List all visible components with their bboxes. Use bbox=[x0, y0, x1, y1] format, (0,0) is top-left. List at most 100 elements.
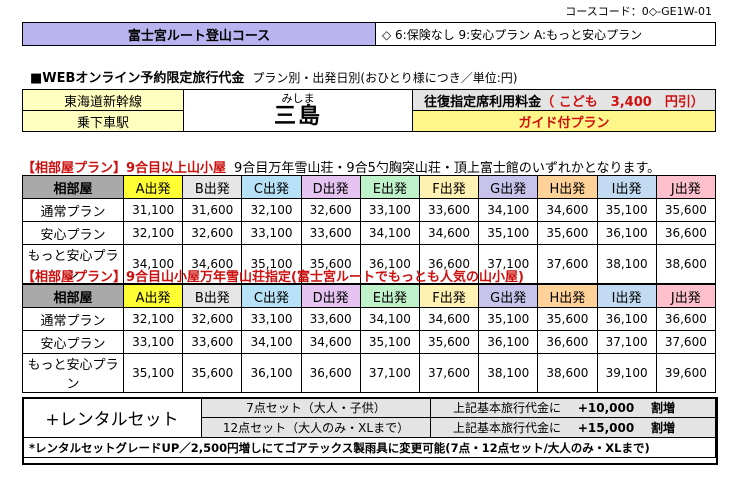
price-cell-a: 35,100 bbox=[122, 353, 184, 393]
price-cell-d: 32,600 bbox=[300, 198, 361, 222]
rental-unit: 割増 bbox=[647, 417, 716, 438]
price-cell-g: 36,100 bbox=[478, 330, 539, 354]
price-cell-d: 33,600 bbox=[300, 307, 361, 331]
section2-price-table: 相部屋 A出発 B出発 C出発 D出発 E出発 F出発 G出発 H出発 I出発 J出発 通常プラン… bbox=[22, 284, 717, 393]
departure-f-header: F出発 bbox=[418, 175, 480, 199]
price-headline: ■WEBオンライン予約限定旅行代金 プラン別・出発日別(おひとり様につき／単位:円… bbox=[30, 67, 517, 86]
rental-amount: +15,000 bbox=[565, 417, 647, 438]
price-cell-a: 31,100 bbox=[122, 198, 184, 222]
rental-base: 上記基本旅行代金に bbox=[430, 397, 565, 418]
line-label: 東海道新幹線 bbox=[22, 89, 184, 111]
section1-price-table: 相部屋 A出発 B出発 C出発 D出発 E出発 F出発 G出発 H出発 I出発 J出発 通常プラン… bbox=[22, 175, 717, 284]
plan-row: もっと安心プラン 34,100 34,600 35,100 35,600 36,100 36… bbox=[22, 244, 717, 284]
headline-sub: プラン別・出発日別(おひとり様につき／単位:円) bbox=[252, 71, 518, 85]
price-cell-e: 36,100 bbox=[359, 244, 420, 284]
price-cell-b: 31,600 bbox=[182, 198, 243, 222]
price-cell-i: 35,100 bbox=[596, 198, 657, 222]
rental-unit: 割増 bbox=[647, 397, 716, 418]
plan-row: もっと安心プラン 35,100 35,600 36,100 36,600 37,100 37… bbox=[22, 353, 717, 393]
room-type-header: 相部屋 bbox=[22, 284, 124, 308]
departure-j-header: J出発 bbox=[655, 175, 717, 199]
departure-g-header: G出発 bbox=[478, 175, 539, 199]
price-cell-j: 39,600 bbox=[655, 353, 717, 393]
price-cell-c: 33,100 bbox=[241, 221, 302, 245]
price-cell-h: 37,600 bbox=[537, 244, 598, 284]
price-cell-e: 33,100 bbox=[359, 198, 420, 222]
departure-j-header: J出発 bbox=[655, 284, 717, 308]
price-cell-c: 32,100 bbox=[241, 198, 302, 222]
price-cell-e: 35,100 bbox=[359, 330, 420, 354]
price-cell-d: 34,600 bbox=[300, 330, 361, 354]
plan-label: もっと安心プラン bbox=[22, 353, 124, 393]
price-cell-d: 36,600 bbox=[300, 353, 361, 393]
guide-label: ガイド付プラン bbox=[412, 110, 716, 132]
plan-row: 安心プラン 32,100 32,600 33,100 33,600 34,100 34,60… bbox=[22, 221, 717, 245]
price-cell-j: 36,600 bbox=[655, 307, 717, 331]
course-title: 富士宮ルート登山コース bbox=[22, 22, 376, 46]
price-cell-b: 32,600 bbox=[182, 221, 243, 245]
section1-heading: 【相部屋プラン】9合目以上山小屋 bbox=[22, 161, 227, 176]
fare-cell: 往復指定席利用料金（ こども 3,400 円引） bbox=[412, 89, 716, 111]
fare-label: 往復指定席利用料金 bbox=[424, 94, 542, 110]
rental-amount: +10,000 bbox=[565, 397, 647, 418]
price-cell-a: 32,100 bbox=[122, 221, 184, 245]
price-cell-h: 38,600 bbox=[537, 353, 598, 393]
board-label: 乗下車駅 bbox=[22, 110, 184, 132]
price-cell-h: 35,600 bbox=[537, 221, 598, 245]
plan-label: 通常プラン bbox=[22, 198, 124, 222]
price-cell-g: 38,100 bbox=[478, 353, 539, 393]
departure-d-header: D出発 bbox=[300, 175, 361, 199]
rental-label: +レンタルセット bbox=[22, 397, 202, 438]
departure-h-header: H出発 bbox=[537, 284, 598, 308]
price-cell-i: 38,100 bbox=[596, 244, 657, 284]
price-cell-i: 36,100 bbox=[596, 221, 657, 245]
rental-set: 7点セット（大人・子供） bbox=[201, 397, 431, 418]
departure-c-header: C出発 bbox=[241, 284, 302, 308]
price-cell-a: 33,100 bbox=[122, 330, 184, 354]
departure-h-header: H出発 bbox=[537, 175, 598, 199]
departure-a-header: A出発 bbox=[122, 284, 184, 308]
departure-f-header: F出発 bbox=[418, 284, 480, 308]
section1-title: 【相部屋プラン】9合目以上山小屋 9合目万年雪山荘・9合5勺胸突山荘・頂上富士館の… bbox=[22, 157, 660, 176]
price-cell-i: 36,100 bbox=[596, 307, 657, 331]
course-code: コースコード：0◇-GE1W-01 bbox=[565, 5, 712, 18]
price-cell-e: 34,100 bbox=[359, 221, 420, 245]
room-type-header: 相部屋 bbox=[22, 175, 124, 199]
section2-title: 【相部屋プラン】9合目山小屋万年雪山荘指定(富士宮ルートでもっとも人気の山小屋) bbox=[22, 270, 524, 285]
plan-row: 通常プラン 31,100 31,600 32,100 32,600 33,100 33,60… bbox=[22, 198, 717, 222]
section1-rows: 通常プラン 31,100 31,600 32,100 32,600 33,100 33,60… bbox=[22, 198, 717, 284]
section1-header-row: 相部屋 A出発 B出発 C出発 D出発 E出発 F出発 G出発 H出発 I出発 J出発 bbox=[22, 175, 717, 199]
price-cell-c: 34,100 bbox=[241, 330, 302, 354]
station-table: 東海道新幹線 みしま 三島 往復指定席利用料金（ こども 3,400 円引） 乗… bbox=[22, 89, 716, 132]
price-cell-d: 33,600 bbox=[300, 221, 361, 245]
course-header: 富士宮ルート登山コース ◇ 6:保険なし 9:安心プラン A:もっと安心プラン bbox=[22, 22, 716, 46]
departure-i-header: I出発 bbox=[596, 175, 657, 199]
departure-d-header: D出発 bbox=[300, 284, 361, 308]
price-cell-f: 34,600 bbox=[418, 221, 480, 245]
price-cell-j: 38,600 bbox=[655, 244, 717, 284]
price-cell-b: 33,600 bbox=[182, 330, 243, 354]
plan-label: 通常プラン bbox=[22, 307, 124, 331]
section2-rows: 通常プラン 32,100 32,600 33,100 33,600 34,100 34,60… bbox=[22, 307, 717, 393]
price-cell-h: 34,600 bbox=[537, 198, 598, 222]
rental-table: +レンタルセット 7点セット（大人・子供） 上記基本旅行代金に +10,000 … bbox=[22, 397, 716, 458]
price-cell-e: 34,100 bbox=[359, 307, 420, 331]
price-cell-h: 36,600 bbox=[537, 330, 598, 354]
price-cell-j: 35,600 bbox=[655, 198, 717, 222]
price-cell-b: 34,600 bbox=[182, 244, 243, 284]
price-cell-f: 33,600 bbox=[418, 198, 480, 222]
rental-set: 12点セット（大人のみ・XLまで） bbox=[201, 417, 431, 438]
price-cell-i: 37,100 bbox=[596, 330, 657, 354]
insurance-legend: ◇ 6:保険なし 9:安心プラン A:もっと安心プラン bbox=[375, 22, 716, 46]
departure-c-header: C出発 bbox=[241, 175, 302, 199]
section1-note: 9合目万年雪山荘・9合5勺胸突山荘・頂上富士館のいずれかとなります。 bbox=[234, 161, 661, 176]
plan-label: 安心プラン bbox=[22, 221, 124, 245]
price-cell-c: 33,100 bbox=[241, 307, 302, 331]
price-cell-f: 37,600 bbox=[418, 353, 480, 393]
price-cell-b: 32,600 bbox=[182, 307, 243, 331]
headline-main: ■WEBオンライン予約限定旅行代金 bbox=[30, 71, 245, 86]
price-cell-g: 35,100 bbox=[478, 221, 539, 245]
plan-row: 安心プラン 33,100 33,600 34,100 34,600 35,100 35,60… bbox=[22, 330, 717, 354]
rental-note: *レンタルセットグレードUP／2,500円増しにてゴアテックス製雨具に変更可能(… bbox=[22, 437, 716, 458]
departure-g-header: G出発 bbox=[478, 284, 539, 308]
